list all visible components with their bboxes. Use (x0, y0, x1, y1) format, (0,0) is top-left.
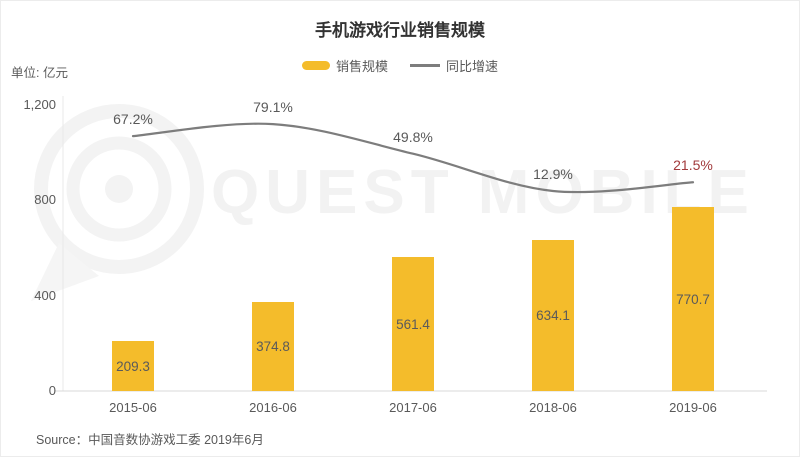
legend-item-growth: 同比增速 (410, 56, 498, 75)
y-axis-tick-label: 0 (48, 383, 56, 398)
y-axis-tick-label: 1,200 (23, 97, 56, 112)
line-swatch-icon (410, 64, 440, 67)
page-title: 手机游戏行业销售规模 (315, 21, 485, 40)
quest-mobile-logo-icon (31, 104, 204, 301)
growth-point-label: 79.1% (253, 99, 293, 116)
x-axis-label: 2019-06 (669, 400, 717, 415)
x-axis-label: 2017-06 (389, 400, 437, 415)
watermark-text: QUEST MOBILE (211, 158, 755, 227)
bar: 209.3 (112, 341, 154, 391)
bar: 770.7 (672, 207, 714, 391)
chart-legend: 销售规模 同比增速 (1, 56, 799, 75)
bar-value-label: 561.4 (396, 316, 430, 332)
bar: 374.8 (252, 301, 294, 391)
source-note: Source：中国音数协游戏工委 2019年6月 (36, 433, 264, 447)
legend-label-growth: 同比增速 (446, 59, 499, 74)
legend-label-sales: 销售规模 (335, 59, 388, 74)
y-axis-tick-label: 800 (34, 192, 56, 208)
x-axis-label: 2015-06 (109, 400, 157, 415)
bar-value-label: 634.1 (536, 307, 570, 323)
bar-value-label: 770.7 (676, 291, 710, 307)
y-axis-unit-label: 单位: 亿元 (11, 66, 68, 80)
x-axis-label: 2018-06 (529, 400, 577, 415)
legend-item-sales: 销售规模 (301, 56, 388, 75)
bar: 634.1 (532, 239, 574, 391)
bar-value-label: 209.3 (116, 358, 150, 374)
x-axis-label: 2016-06 (249, 400, 297, 415)
bar-value-label: 374.8 (256, 338, 290, 354)
growth-point-label: 12.9% (533, 165, 573, 182)
bar-swatch-icon (301, 61, 330, 70)
growth-point-label: 67.2% (113, 111, 153, 128)
growth-point-label: 21.5% (673, 157, 713, 174)
bar: 561.4 (392, 257, 434, 391)
y-axis-tick-label: 400 (34, 287, 56, 303)
growth-point-label: 49.8% (393, 128, 433, 145)
